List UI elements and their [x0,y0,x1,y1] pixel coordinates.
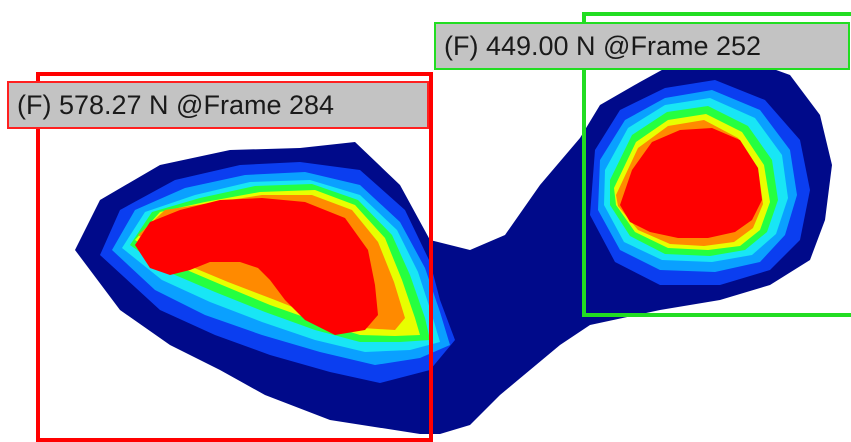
contour-level-8 [135,128,762,335]
left-force-label: (F) 578.27 N @Frame 284 [7,81,429,129]
right-force-label: (F) 449.00 N @Frame 252 [434,22,850,70]
left-foot-contours [75,55,832,434]
right-region-box [582,12,851,317]
